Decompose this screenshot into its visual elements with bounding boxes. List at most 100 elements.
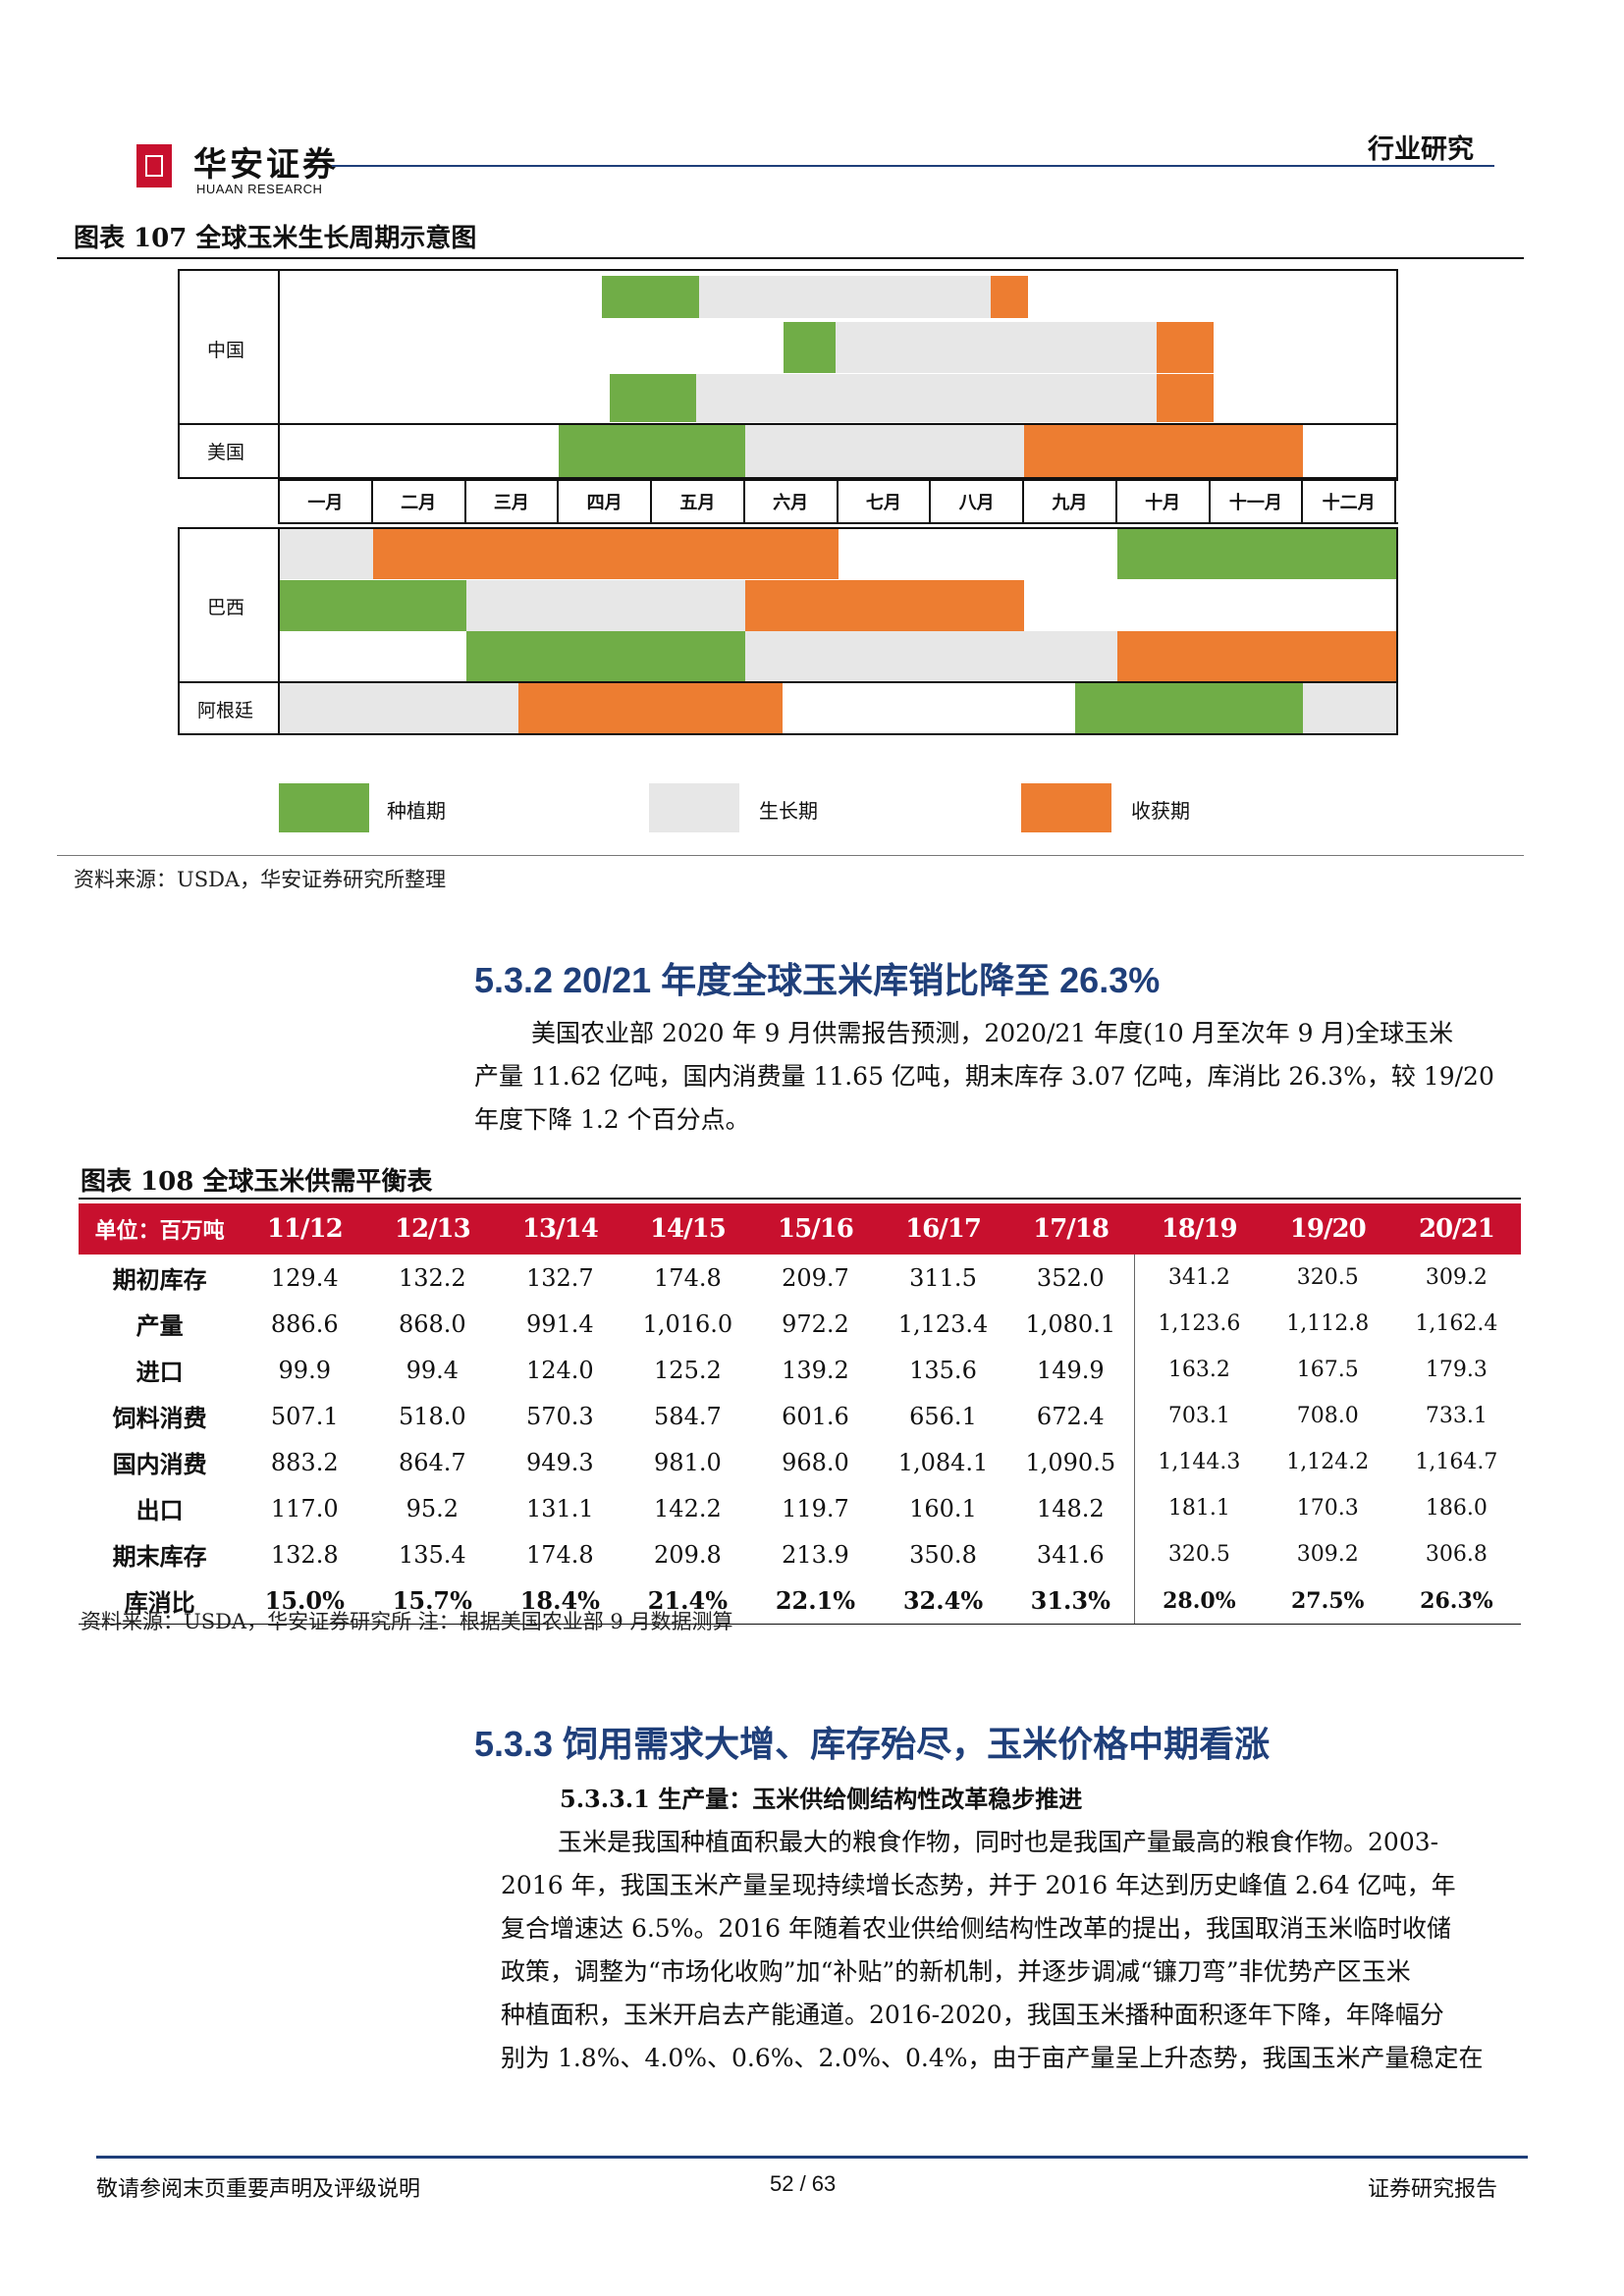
table-cell: 584.7 (654, 1402, 722, 1430)
table-cell: 991.4 (525, 1309, 594, 1338)
table-cell: 868.0 (398, 1309, 466, 1338)
phase-bar-growing (696, 374, 1157, 422)
table-cell: 135.6 (909, 1356, 977, 1384)
month-label: 一月 (280, 479, 373, 524)
table-cell: 132.8 (270, 1540, 339, 1569)
month-label: 五月 (652, 479, 745, 524)
table-row: 库消比 15.0% 15.7% 18.4% 21.4% 22.1% 32.4% 31.3% 28… (79, 1577, 1521, 1625)
phase-bar-growing (699, 276, 991, 318)
table-row: 国内消费 883.2 864.7 949.3 981.0 968.0 1,084.1 1,09… (79, 1439, 1521, 1485)
year-header: 11/12 (241, 1203, 369, 1255)
table-cell: 309.2 (1296, 1542, 1359, 1567)
table-cell: 341.6 (1036, 1540, 1105, 1569)
table-cell: 703.1 (1134, 1393, 1264, 1439)
table-cell: 1,123.6 (1134, 1301, 1264, 1347)
phase-bar-planting (601, 276, 700, 318)
section-532-heading: 5.3.2 20/21 年度全球玉米库销比降至 26.3% (474, 960, 1161, 1000)
month-label: 三月 (466, 479, 560, 524)
year-header: 19/20 (1263, 1203, 1392, 1255)
table-cell: 124.0 (525, 1356, 594, 1384)
table-cell: 306.8 (1425, 1542, 1488, 1567)
year-header: 14/15 (623, 1203, 752, 1255)
phase-bar-harvest (1024, 425, 1304, 477)
table-cell: 311.5 (909, 1263, 977, 1292)
header-rule (332, 165, 1494, 167)
table-cell: 125.2 (654, 1356, 722, 1384)
table-cell: 320.5 (1134, 1531, 1264, 1577)
phase-bar-growing (744, 425, 1024, 477)
table-cell: 733.1 (1425, 1404, 1488, 1428)
section-533-line: 种植面积，玉米开启去产能通道。2016-2020，我国玉米播种面积逐年下降，年降… (501, 2001, 1444, 2029)
table-header-row: 单位：百万吨 11/12 12/13 13/14 14/15 15/16 16/… (79, 1203, 1521, 1255)
section-533-paragraph: 玉米是我国种植面积最大的粮食作物，同时也是我国产量最高的粮食作物。2003- 2… (501, 1821, 1521, 2080)
section-533-heading: 5.3.3 饲用需求大增、库存殆尽，玉米价格中期看涨 (474, 1724, 1271, 1764)
table-cell: 28.0% (1134, 1577, 1264, 1625)
table-row: 出口 117.0 95.2 131.1 142.2 119.7 160.1 148.2 181.… (79, 1485, 1521, 1531)
footer-report-type: 证券研究报告 (1368, 2177, 1498, 2202)
section-532-line: 产量 11.62 亿吨，国内消费量 11.65 亿吨，期末库存 3.07 亿吨，… (474, 1062, 1494, 1091)
table-cell: 160.1 (909, 1494, 977, 1522)
table-cell: 149.9 (1036, 1356, 1105, 1384)
figure-108-source: 资料来源：USDA，华安证券研究所 注：根据美国农业部 9 月数据测算 (81, 1610, 733, 1633)
table-cell: 864.7 (398, 1448, 466, 1476)
table-cell: 1,164.7 (1415, 1450, 1498, 1474)
table-cell: 179.3 (1425, 1358, 1488, 1382)
month-axis (278, 479, 1398, 524)
table-cell: 174.8 (654, 1263, 722, 1292)
table-cell: 981.0 (654, 1448, 722, 1476)
lower-region-frame (178, 527, 1398, 735)
phase-bar-harvest (517, 683, 783, 733)
section-532-paragraph: 美国农业部 2020 年 9 月供需报告预测，2020/21 年度(10 月至次… (474, 1012, 1521, 1142)
month-label: 九月 (1024, 479, 1117, 524)
company-logo-icon (136, 144, 172, 187)
table-cell: 209.7 (782, 1263, 849, 1292)
phase-bar-growing (280, 529, 373, 579)
table-cell: 320.5 (1296, 1265, 1359, 1290)
table-cell: 167.5 (1296, 1358, 1359, 1382)
upper-region-frame (178, 269, 1398, 479)
table-cell: 949.3 (525, 1448, 594, 1476)
phase-bar-growing (280, 683, 518, 733)
row-label: 期末库存 (112, 1542, 207, 1571)
table-cell: 15.0% (241, 1577, 369, 1625)
phase-bar-planting (465, 631, 745, 681)
row-label-brazil: 巴西 (207, 597, 245, 618)
year-header: 13/14 (496, 1203, 624, 1255)
table-cell: 181.1 (1134, 1485, 1264, 1531)
month-label: 六月 (745, 479, 839, 524)
table-cell: 1,124.2 (1286, 1450, 1370, 1474)
legend-label-growing: 生长期 (759, 799, 818, 823)
phase-bar-harvest (1116, 631, 1396, 681)
table-cell: 139.2 (782, 1356, 849, 1384)
table-cell: 601.6 (782, 1402, 849, 1430)
table-cell: 656.1 (909, 1402, 977, 1430)
table-cell: 170.3 (1296, 1496, 1359, 1521)
phase-bar-growing (465, 580, 745, 631)
table-cell: 1,090.5 (1025, 1448, 1116, 1476)
table-cell: 117.0 (270, 1494, 339, 1522)
table-cell: 22.1% (751, 1577, 880, 1625)
legend-label-harvest: 收获期 (1131, 799, 1190, 823)
table-row: 饲料消费 507.1 518.0 570.3 584.7 601.6 656.1 672.4 7… (79, 1393, 1521, 1439)
table-cell: 119.7 (782, 1494, 849, 1522)
table-cell: 163.2 (1134, 1347, 1264, 1393)
phase-bar-harvest (1156, 374, 1215, 422)
row-label: 国内消费 (112, 1450, 207, 1478)
table-cell: 21.4% (623, 1577, 752, 1625)
table-cell: 350.8 (909, 1540, 977, 1569)
table-cell: 142.2 (654, 1494, 722, 1522)
table-row: 期初库存 129.4 132.2 132.7 174.8 209.7 311.5 352.0 3… (79, 1255, 1521, 1301)
table-cell: 507.1 (270, 1402, 339, 1430)
month-label: 二月 (373, 479, 466, 524)
corn-supply-demand-table: 单位：百万吨 11/12 12/13 13/14 14/15 15/16 16/… (79, 1203, 1521, 1625)
brazil-argentina-divider (178, 681, 1398, 683)
phase-bar-growing (835, 322, 1157, 373)
figure-107-source: 资料来源：USDA，华安证券研究所整理 (74, 868, 447, 891)
table-cell: 174.8 (525, 1540, 594, 1569)
table-cell: 15.7% (368, 1577, 497, 1625)
row-label: 饲料消费 (112, 1404, 207, 1432)
unit-header: 单位：百万吨 (79, 1203, 242, 1255)
figure-108-rule (79, 1198, 1521, 1200)
table-cell: 129.4 (270, 1263, 339, 1292)
figure-107-bottom-rule (57, 855, 1524, 856)
